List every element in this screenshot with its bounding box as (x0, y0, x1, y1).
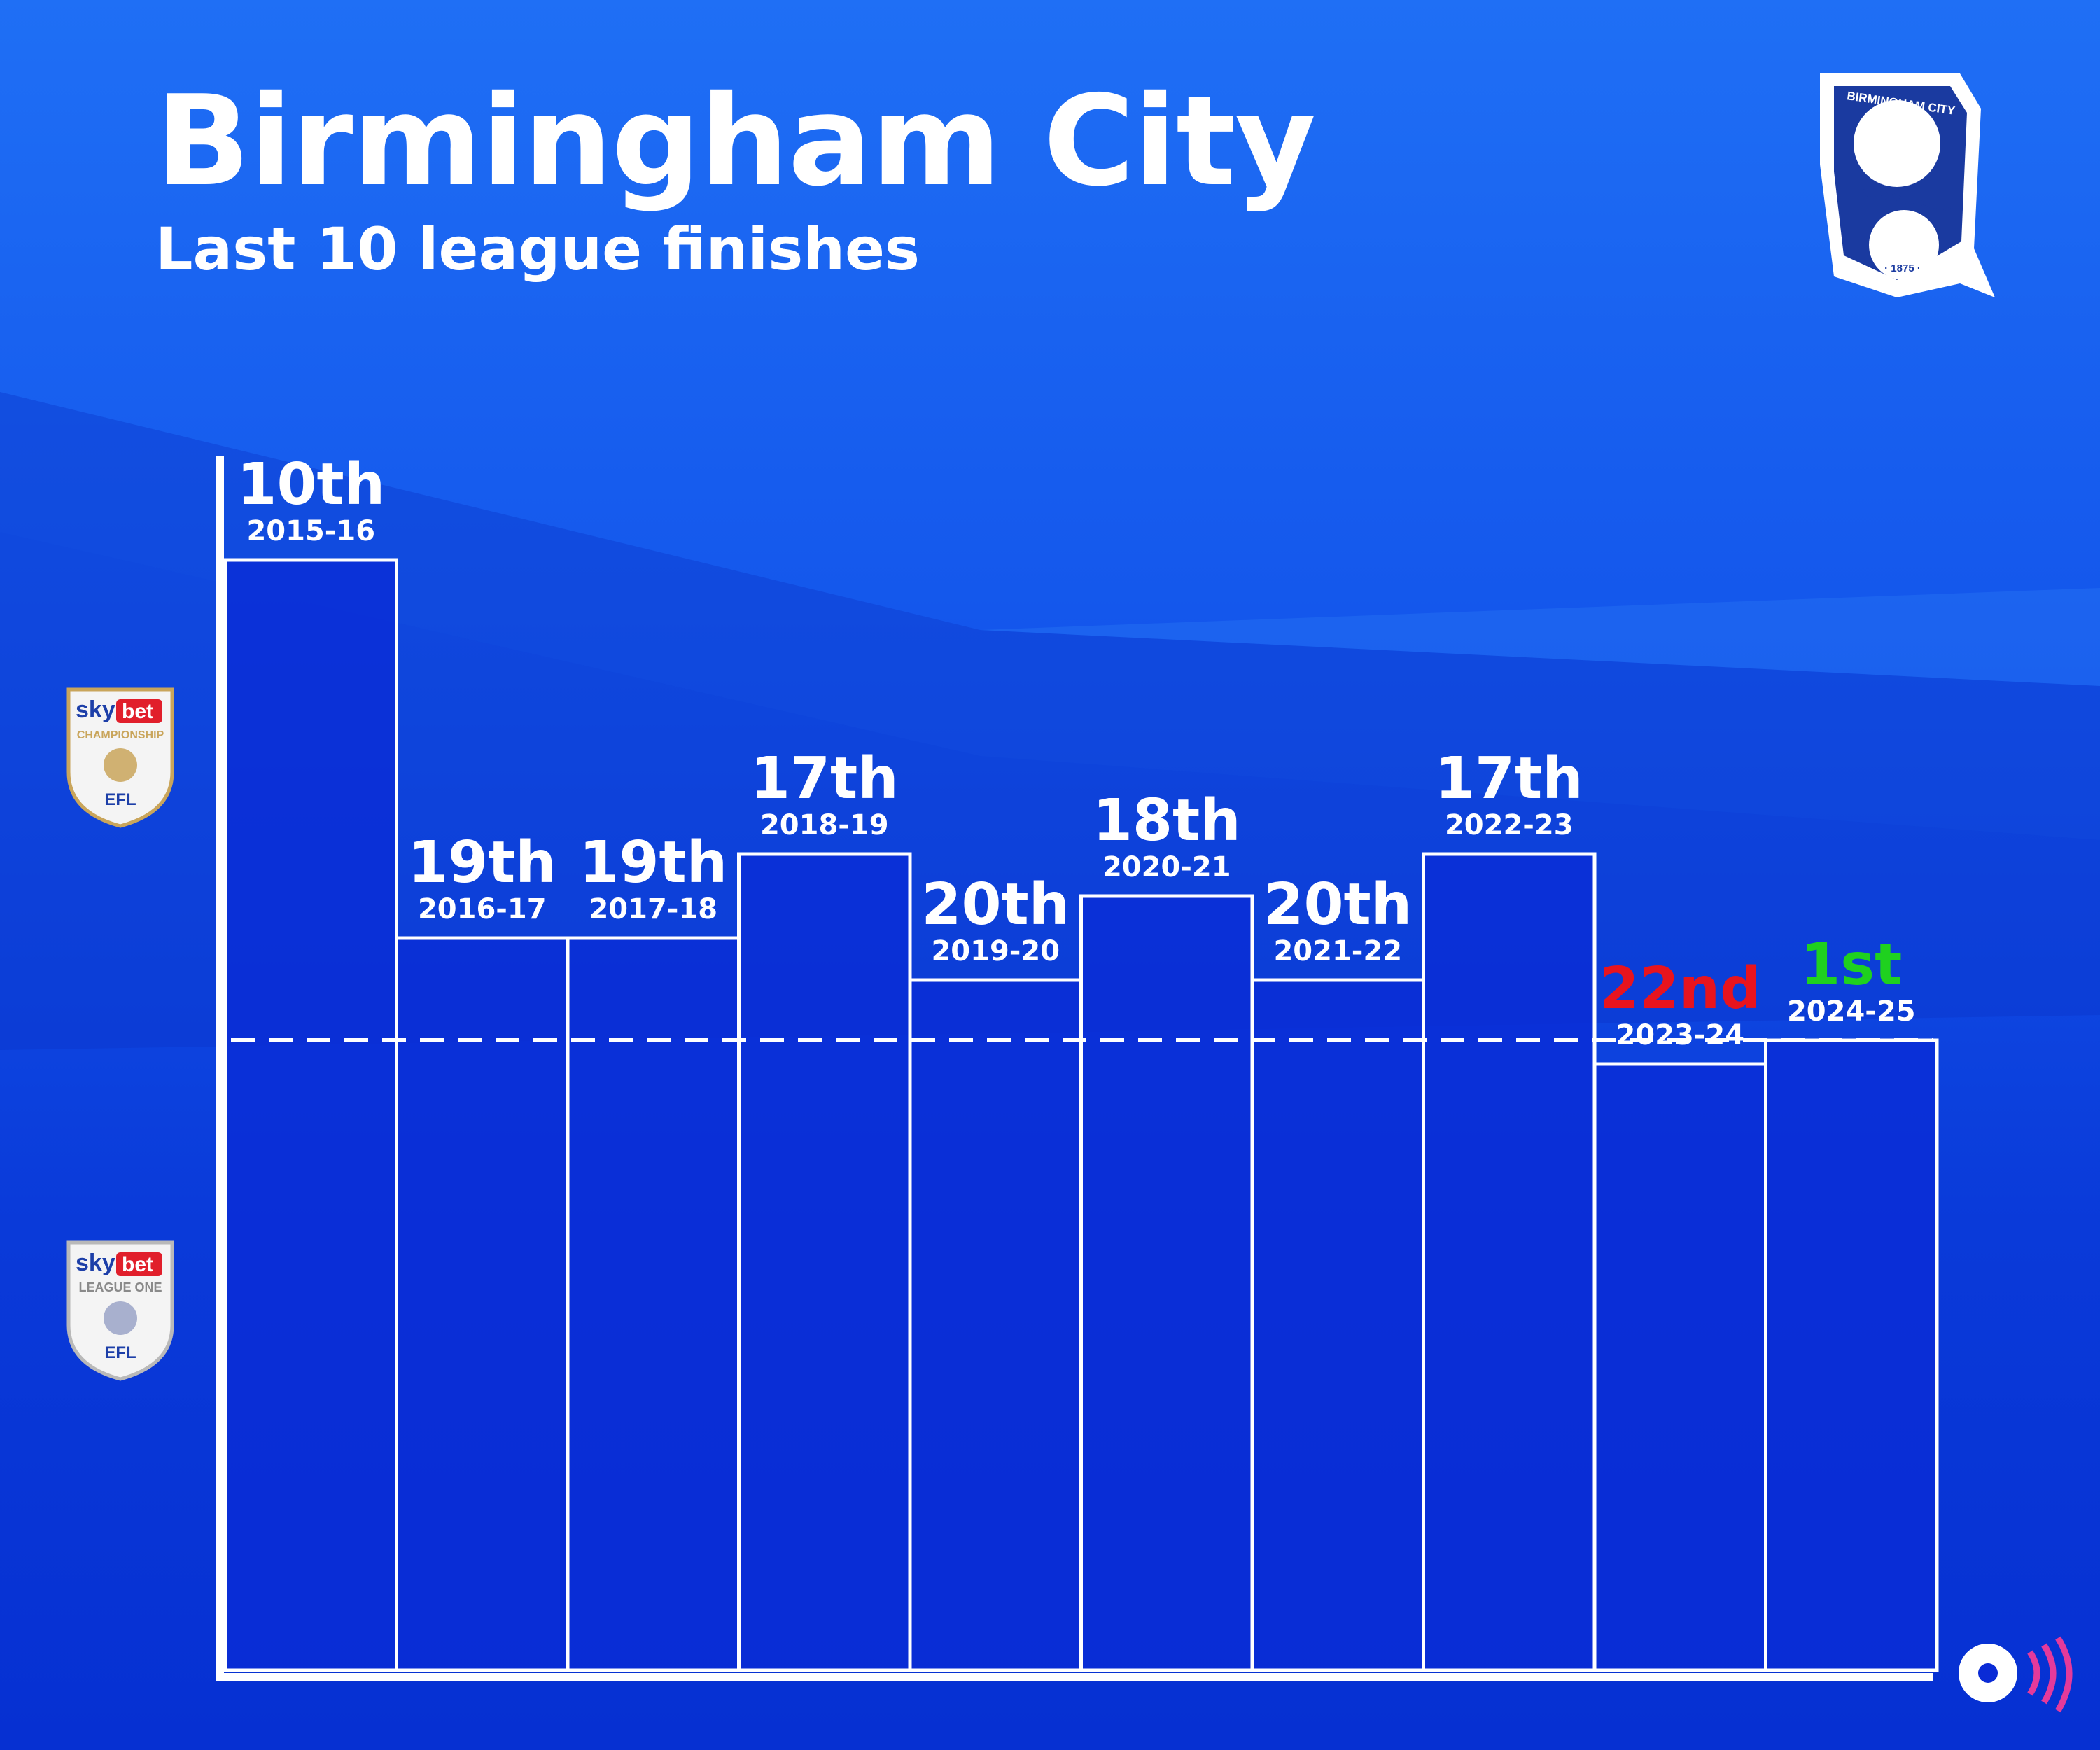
page-title: Birmingham City (155, 69, 1316, 214)
club-crest: BIRMINGHAM CITY FOOTBALL CLUB · 1875 · (1820, 74, 1995, 298)
position-label: 20th (1264, 872, 1412, 938)
bar-2022-23 (1422, 852, 1597, 1672)
football-icon (1869, 210, 1939, 280)
championship-badge-bet: bet (122, 700, 153, 723)
bar-2018-19 (737, 852, 912, 1672)
page-subtitle: Last 10 league finishes (155, 215, 920, 284)
signal-icon (2027, 1650, 2040, 1696)
season-label: 2022-23 (1445, 809, 1574, 841)
season-label: 2023-24 (1616, 1019, 1744, 1051)
position-label: 22nd (1600, 955, 1761, 1022)
labels-layer: 10th2015-1619th2016-1719th2017-1817th201… (237, 451, 1915, 1051)
season-label: 2017-18 (589, 893, 718, 925)
league-one-badge: sky bet LEAGUE ONE EFL (66, 1240, 174, 1381)
bar-2016-17 (395, 936, 570, 1672)
season-label: 2015-16 (246, 515, 375, 547)
position-label: 1st (1800, 932, 1902, 998)
position-label: 17th (750, 746, 899, 812)
position-label: 18th (1093, 788, 1241, 854)
position-label: 17th (1435, 746, 1583, 812)
bar-2024-25 (1764, 1038, 1939, 1672)
bar-2023-24 (1592, 1062, 1768, 1672)
league-one-badge-name: LEAGUE ONE (78, 1280, 162, 1294)
globe-icon (1854, 100, 1940, 187)
season-label: 2024-25 (1787, 995, 1916, 1028)
season-label: 2021-22 (1273, 935, 1402, 967)
bar-2017-18 (566, 936, 741, 1672)
position-label: 20th (921, 872, 1070, 938)
bar-2019-20 (908, 978, 1083, 1672)
corner-logo (1959, 1636, 2073, 1713)
season-label: 2016-17 (418, 893, 547, 925)
championship-badge: sky bet CHAMPIONSHIP EFL (66, 687, 174, 828)
championship-badge-brand: sky (76, 696, 115, 723)
bars-layer (223, 558, 1939, 1672)
crest-text-year: · 1875 · (1884, 262, 1921, 274)
championship-badge-org: EFL (104, 790, 136, 809)
league-one-badge-brand: sky (76, 1250, 115, 1276)
bar-2020-21 (1079, 894, 1254, 1672)
position-label: 10th (237, 451, 385, 518)
bar-2021-22 (1250, 978, 1425, 1672)
position-label: 19th (579, 830, 727, 896)
bar-2015-16 (223, 558, 398, 1672)
championship-badge-name: CHAMPIONSHIP (77, 729, 164, 741)
season-label: 2018-19 (760, 809, 889, 841)
efl-ball-icon (104, 1301, 137, 1335)
season-label: 2020-21 (1102, 851, 1231, 883)
season-label: 2019-20 (931, 935, 1060, 967)
league-one-badge-bet: bet (122, 1253, 153, 1276)
league-one-badge-org: EFL (104, 1343, 136, 1362)
efl-ball-icon (104, 748, 137, 782)
position-label: 19th (408, 830, 556, 896)
